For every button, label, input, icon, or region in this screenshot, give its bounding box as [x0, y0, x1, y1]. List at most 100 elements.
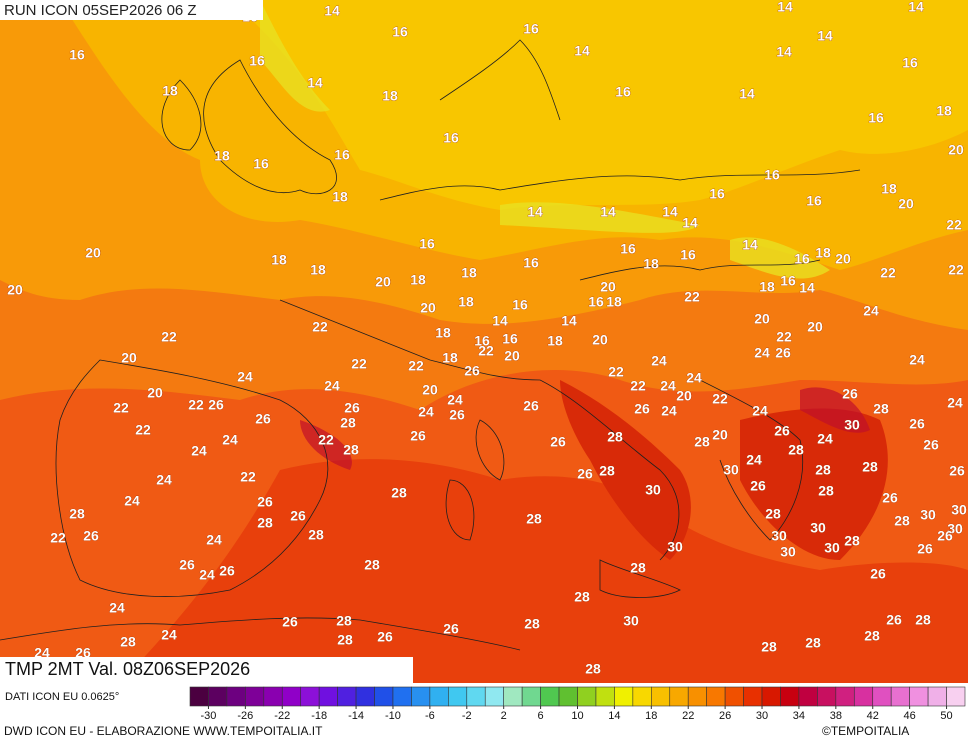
temperature-label: 26	[882, 490, 898, 506]
temperature-label: 26	[449, 407, 465, 423]
temperature-label: 20	[600, 279, 616, 295]
temperature-label: 18	[410, 272, 426, 288]
temperature-label: 28	[585, 661, 601, 677]
temperature-label: 22	[948, 262, 964, 278]
temperature-label: 26	[923, 437, 939, 453]
temperature-label: 28	[761, 639, 777, 655]
temperature-label: 18	[162, 83, 178, 99]
colorbar-tick-label: 34	[793, 710, 805, 722]
temperature-label: 24	[222, 432, 238, 448]
colorbar-box	[374, 686, 394, 707]
colorbar-box	[780, 686, 800, 707]
temperature-label: 16	[334, 147, 350, 163]
temperature-label: 16	[764, 167, 780, 183]
temperature-label: 24	[754, 345, 770, 361]
temperature-label: 20	[420, 300, 436, 316]
temperature-label: 22	[630, 378, 646, 394]
temperature-label: 18	[310, 262, 326, 278]
colorbar-tick-label: -2	[462, 710, 472, 722]
temperature-label: 20	[147, 385, 163, 401]
temperature-label: 18	[442, 350, 458, 366]
temperature-label: 24	[156, 472, 172, 488]
temperature-label: 14	[908, 0, 924, 15]
temperature-label: 16	[794, 251, 810, 267]
temperature-label: 14	[561, 313, 577, 329]
colorbar-tick-label: 18	[645, 710, 657, 722]
colorbar-tick-label: -6	[425, 710, 435, 722]
temperature-label: 22	[880, 265, 896, 281]
colorbar-tick-label: -26	[237, 710, 253, 722]
temperature-label: 14	[777, 0, 793, 15]
temperature-label: 24	[752, 403, 768, 419]
temperature-label: 18	[815, 245, 831, 261]
temperature-label: 22	[113, 400, 129, 416]
colorbar-box	[208, 686, 228, 707]
temperature-label: 26	[886, 612, 902, 628]
colorbar-tick-label: -10	[385, 710, 401, 722]
temperature-label: 22	[240, 469, 256, 485]
temperature-label: 22	[408, 358, 424, 374]
temperature-label: 26	[344, 400, 360, 416]
title-box	[0, 657, 413, 684]
temperature-label: 16	[620, 241, 636, 257]
temperature-label: 14	[600, 204, 616, 220]
temperature-label: 18	[643, 256, 659, 272]
temperature-label: 16	[868, 110, 884, 126]
colorbar-box	[281, 686, 302, 707]
colorbar-box	[909, 686, 929, 707]
temperature-label: 20	[7, 282, 23, 298]
temperature-label: 16	[392, 24, 408, 40]
temperature-label: 16	[523, 21, 539, 37]
temperature-label: 28	[818, 483, 834, 499]
temperature-label: 24	[124, 493, 140, 509]
colorbar-box	[706, 686, 726, 707]
temperature-label: 18	[461, 265, 477, 281]
temperature-label: 24	[34, 645, 50, 661]
colorbar-tick-label: -18	[311, 710, 327, 722]
colorbar-box	[411, 686, 431, 707]
colorbar-tick-label: 6	[538, 710, 544, 722]
temperature-label: 26	[219, 563, 235, 579]
temperature-label: 28	[864, 628, 880, 644]
temperature-label: 24	[746, 452, 762, 468]
temperature-label: 28	[815, 462, 831, 478]
colorbar-box	[817, 686, 837, 707]
temperature-label: 22	[946, 217, 962, 233]
temperature-label: 28	[391, 485, 407, 501]
temperature-label: 26	[750, 478, 766, 494]
temperature-label: 26	[464, 363, 480, 379]
temperature-label: 18	[332, 189, 348, 205]
temperature-label: 26	[550, 434, 566, 450]
temperature-label: 14	[307, 75, 323, 91]
colorbar-box	[853, 686, 874, 707]
temperature-label: 22	[712, 391, 728, 407]
colorbar-tick-label: 26	[719, 710, 731, 722]
temperature-label: 14	[682, 215, 698, 231]
temperature-label: 18	[606, 294, 622, 310]
temperature-label: 28	[599, 463, 615, 479]
map-title: TMP 2MT Val. 08Z06SEP2026	[5, 659, 250, 679]
temperature-label: 14	[742, 237, 758, 253]
temperature-label: 28	[340, 415, 356, 431]
temperature-label: 26	[179, 557, 195, 573]
colorbar-box	[632, 686, 652, 707]
colorbar-tick-label: 30	[756, 710, 768, 722]
colorbar-box	[835, 686, 855, 707]
temperature-label: 28	[526, 511, 542, 527]
temperature-label: 28	[805, 635, 821, 651]
temperature-label: 18	[435, 325, 451, 341]
temperature-label: 24	[863, 303, 879, 319]
temperature-label: 18	[214, 148, 230, 164]
colorbar-box	[484, 686, 504, 707]
temperature-label: 16	[249, 53, 265, 69]
temperature-label: 18	[759, 279, 775, 295]
temperature-label: 28	[343, 442, 359, 458]
colorbar-box	[429, 686, 449, 707]
temperature-label: 28	[844, 533, 860, 549]
temperature-label: 24	[651, 353, 667, 369]
temperature-label: 22	[318, 432, 334, 448]
temperature-label: 28	[364, 557, 380, 573]
run-box	[0, 0, 263, 20]
temperature-label: 20	[948, 142, 964, 158]
